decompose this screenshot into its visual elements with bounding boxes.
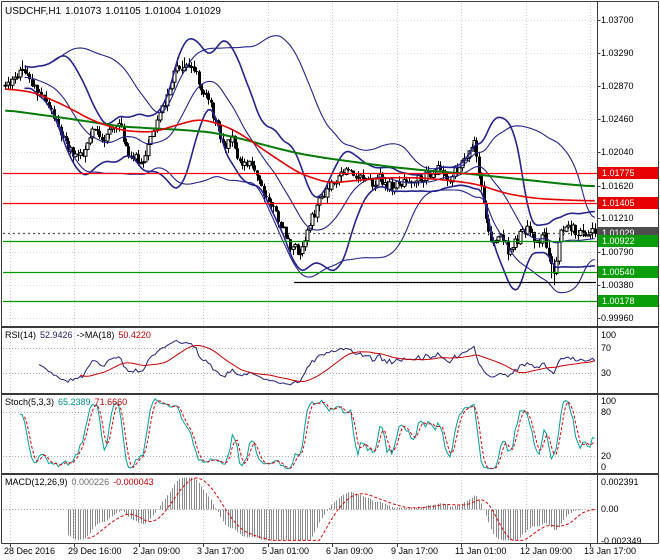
time-axis-label: 5 Jan 01:00	[262, 546, 310, 556]
ohlc-close: 1.01029	[184, 6, 221, 17]
rsi-axis-tick: 30	[601, 368, 612, 378]
rsi-ma-name: ->MA(18)	[76, 330, 115, 340]
macd-axis-tick: 0.002391	[601, 477, 639, 487]
rsi-name: RSI(14)	[5, 330, 37, 340]
price-axis-tick: 1.03290	[601, 48, 634, 58]
macd-axis-tick: 0.00	[601, 504, 619, 514]
time-axis-label: 3 Jan 17:00	[197, 546, 245, 556]
chart-title: USDCHF,H1 1.01073 1.01105 1.01004 1.01029	[5, 6, 225, 18]
stoch-k-value: 65.2389	[58, 397, 91, 407]
stoch-axis-tick: 20	[601, 451, 612, 461]
rsi-axis-tick: 100	[601, 330, 617, 340]
ohlc-low: 1.01004	[144, 6, 181, 17]
price-axis-tick: 1.02040	[601, 147, 634, 157]
price-axis-tick: 1.01620	[601, 181, 634, 191]
stoch-d-value: 71.6660	[94, 397, 128, 407]
macd-axis-tick: -0.002349	[601, 536, 642, 546]
ohlc-high: 1.01105	[105, 6, 141, 17]
time-axis-label: 2 Jan 09:00	[133, 546, 181, 556]
ohlc-open: 1.01073	[65, 6, 102, 17]
price-axis-tick: 1.03700	[601, 15, 634, 25]
rsi-ma-value: 50.4220	[118, 330, 151, 340]
time-axis-label: 12 Jan 09:00	[520, 546, 573, 556]
support-level-tag[interactable]: 1.00178	[598, 295, 658, 307]
support-level-tag[interactable]: 1.00922	[598, 235, 658, 247]
macd-name: MACD(12,26,9)	[5, 477, 68, 487]
price-axis-tick: 1.02870	[601, 81, 634, 91]
time-axis-label: 11 Jan 01:00	[455, 546, 507, 556]
rsi-value: 52.9426	[40, 330, 73, 340]
macd-signal-value: -0.000043	[113, 477, 154, 487]
symbol-timeframe: USDCHF,H1	[5, 6, 62, 17]
macd-indicator-title: MACD(12,26,9) 0.000226 -0.000043	[5, 477, 158, 488]
stoch-axis-tick: 100	[601, 396, 617, 406]
time-axis-label: 28 Dec 2016	[4, 546, 56, 556]
stochastic-indicator-title: Stoch(5,3,3) 65.2389 71.6660	[5, 397, 131, 408]
price-axis-tick: 1.01210	[601, 213, 634, 223]
stoch-axis-tick: 80	[601, 407, 612, 417]
stoch-axis-tick: 0	[601, 462, 607, 472]
resistance-level-tag[interactable]: 1.01775	[598, 167, 658, 179]
macd-value: 0.000226	[71, 477, 110, 487]
price-axis-tick: 1.00380	[601, 280, 634, 290]
price-axis-tick: 1.02460	[601, 114, 634, 124]
time-axis-label: 13 Jan 17:00	[584, 546, 637, 556]
rsi-indicator-title: RSI(14) 52.9426 ->MA(18) 50.4220	[5, 330, 155, 341]
resistance-level-tag[interactable]: 1.01405	[598, 197, 658, 209]
price-axis-tick: 1.00790	[601, 247, 634, 257]
time-axis-label: 6 Jan 09:00	[326, 546, 374, 556]
support-level-tag[interactable]: 1.00540	[598, 266, 658, 278]
rsi-axis-tick: 70	[601, 343, 612, 353]
stoch-name: Stoch(5,3,3)	[5, 397, 55, 407]
price-axis-tick: 0.99960	[601, 313, 634, 323]
time-axis-label: 29 Dec 16:00	[68, 546, 122, 556]
time-axis-label: 9 Jan 17:00	[391, 546, 439, 556]
